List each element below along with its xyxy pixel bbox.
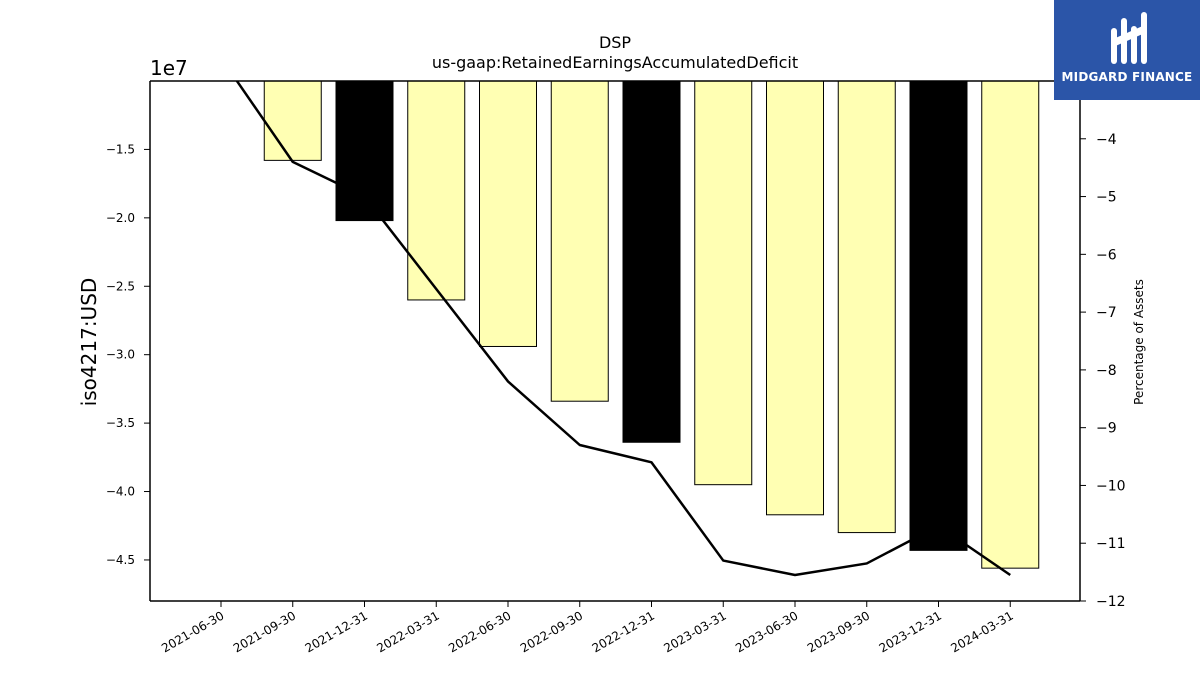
y2-tick-label: −7 [1096,305,1117,321]
x-tick-label: 2024-03-31 [948,608,1015,655]
x-tick-label: 2022-09-30 [518,608,585,655]
x-tick-label: 2021-12-31 [303,608,370,655]
y-tick-label: −4.5 [106,553,135,567]
bar-2022-06-30 [479,81,537,347]
x-tick-label: 2021-06-30 [159,608,226,655]
bar-2023-09-30 [837,81,896,534]
midgard-finance-logo: MIDGARD FINANCE [1054,0,1200,100]
y-tick-label: −3.0 [106,348,135,362]
line-percentage-of-assets [235,81,1011,577]
y2-tick-label: −8 [1096,363,1117,379]
y2-tick-label: −10 [1096,478,1126,494]
chart-subtitle: us-gaap:RetainedEarningsAccumulatedDefic… [432,53,798,72]
x-tick-label: 2023-03-31 [661,608,728,655]
chart-title: DSP [599,33,631,52]
y-tick-label: −4.0 [106,485,135,499]
line-layer [235,81,1011,577]
bar-2022-09-30 [550,81,609,402]
y-tick-label: −3.5 [106,416,135,430]
bar-2021-09-30 [263,81,322,161]
x-tick-label: 2023-06-30 [733,608,800,655]
midgard-finance-logo-icon [1111,12,1147,64]
bar-2022-03-31 [407,81,466,301]
bar-2021-12-31 [335,81,394,222]
logo-text: MIDGARD FINANCE [1061,70,1193,84]
y2-tick-label: −12 [1096,594,1126,610]
bar-2023-03-31 [694,81,753,486]
y2-axis-label: Percentage of Assets [1132,279,1146,405]
y2-tick-label: −9 [1096,421,1117,437]
y2-tick-label: −5 [1096,190,1117,206]
y2-tick-label: −11 [1096,536,1126,552]
x-tick-label: 2022-03-31 [374,608,441,655]
bar-2024-03-31 [981,81,1040,569]
y-offset-text: 1e7 [150,56,188,80]
y2-tick-label: −4 [1096,132,1117,148]
tick-group: −1.5 −2.0 −2.5 −3.0 −3.5 −4.0 −4.5 −4 −5 −6 −7 −8 −9… [106,132,1126,656]
bar-group [263,81,1040,569]
axes [149,80,1081,602]
x-tick-label: 2021-09-30 [231,608,298,655]
x-tick-label: 2023-09-30 [805,608,872,655]
y-tick-label: −1.5 [106,142,135,156]
x-tick-label: 2022-12-31 [590,608,657,655]
bar-2022-12-31 [622,81,681,443]
x-tick-label: 2023-12-31 [877,608,944,655]
y-tick-label: −2.5 [106,279,135,293]
y2-tick-label: −6 [1096,247,1117,263]
bar-2023-12-31 [909,81,968,551]
x-tick-label: 2022-06-30 [446,608,513,655]
bar-2023-06-30 [766,81,824,516]
y-tick-label: −2.0 [106,211,135,225]
y-axis-label: iso4217:USD [77,278,101,407]
